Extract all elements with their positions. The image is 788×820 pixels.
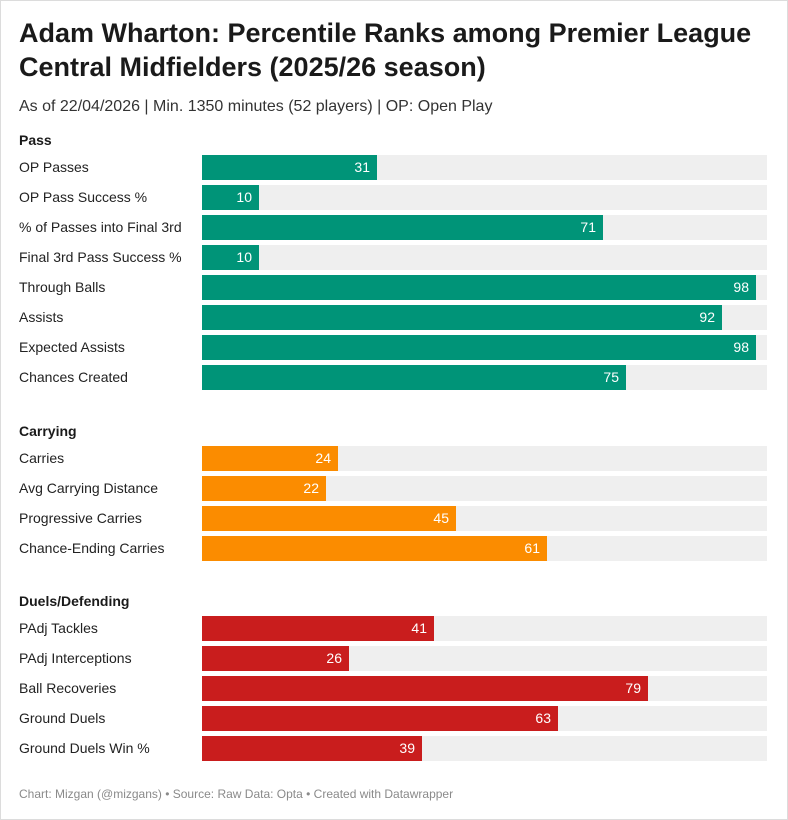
bar-track: 79 [202,676,767,701]
data-label: 10 [236,249,252,265]
data-label: 45 [433,510,449,526]
data-label: 63 [535,710,551,726]
data-label: 39 [399,740,415,756]
chart-footer: Chart: Mizgan (@mizgans) • Source: Raw D… [19,787,454,801]
data-label: 24 [315,450,331,466]
data-label: 98 [733,279,749,295]
category-label: Final 3rd Pass Success % [19,249,182,265]
category-label: Avg Carrying Distance [19,480,159,496]
bar-row: PAdj Interceptions 26 [0,646,788,671]
category-label: Ground Duels Win % [19,740,150,756]
category-label: Ground Duels [19,710,106,726]
bar-row: % of Passes into Final 3rd 71 [0,215,788,240]
bar: 63 [202,706,558,731]
data-label: 41 [411,620,427,636]
bar-track: 10 [202,185,767,210]
bar-row: Chances Created 75 [0,365,788,390]
bar-row: Assists 92 [0,305,788,330]
bar-row: Through Balls 98 [0,275,788,300]
bar-track: 92 [202,305,767,330]
bar-track: 45 [202,506,767,531]
bar-track: 31 [202,155,767,180]
bar: 98 [202,335,756,360]
bar-row: OP Passes 31 [0,155,788,180]
bar-row: PAdj Tackles 41 [0,616,788,641]
chart-subtitle: As of 22/04/2026 | Min. 1350 minutes (52… [19,98,493,115]
bar: 26 [202,646,349,671]
bar-row: Chance-Ending Carries 61 [0,536,788,561]
bar: 61 [202,536,547,561]
data-label: 79 [625,680,641,696]
bar-row: Final 3rd Pass Success % 10 [0,245,788,270]
category-label: Chance-Ending Carries [19,540,165,556]
category-label: Progressive Carries [19,510,142,526]
bar-track: 98 [202,335,767,360]
category-label: PAdj Interceptions [19,650,132,666]
data-label: 75 [603,369,619,385]
data-label: 71 [580,219,596,235]
bar-row: Ground Duels 63 [0,706,788,731]
bar: 45 [202,506,456,531]
bar-track: 61 [202,536,767,561]
bar-track: 24 [202,446,767,471]
bar: 41 [202,616,434,641]
bar-track: 26 [202,646,767,671]
bar: 31 [202,155,377,180]
bar: 79 [202,676,648,701]
category-label: Expected Assists [19,339,125,355]
data-label: 10 [236,189,252,205]
data-label: 61 [524,540,540,556]
chart-title: Adam Wharton: Percentile Ranks among Pre… [19,18,752,82]
group-title: Carrying [19,423,77,439]
bar: 92 [202,305,722,330]
bar-row: Progressive Carries 45 [0,506,788,531]
category-label: Ball Recoveries [19,680,117,696]
bar: 10 [202,245,259,270]
category-label: Chances Created [19,369,128,385]
category-label: Assists [19,309,64,325]
bar-track: 22 [202,476,767,501]
bar-row: Avg Carrying Distance 22 [0,476,788,501]
data-label: 92 [699,309,715,325]
category-label: OP Pass Success % [19,189,148,205]
category-label: OP Passes [19,159,89,175]
bar-track: 75 [202,365,767,390]
group-title: Duels/Defending [19,593,130,609]
bar-track: 41 [202,616,767,641]
bar: 98 [202,275,756,300]
bar-track: 98 [202,275,767,300]
category-label: Carries [19,450,65,466]
bar-track: 71 [202,215,767,240]
data-label: 98 [733,339,749,355]
bar-track: 39 [202,736,767,761]
bar: 75 [202,365,626,390]
category-label: Through Balls [19,279,106,295]
bar: 10 [202,185,259,210]
bar-track: 63 [202,706,767,731]
bar-row: Ball Recoveries 79 [0,676,788,701]
bar: 39 [202,736,422,761]
bar-row: Ground Duels Win % 39 [0,736,788,761]
data-label: 26 [326,650,342,666]
group-title: Pass [19,132,52,148]
data-label: 22 [303,480,319,496]
category-label: PAdj Tackles [19,620,98,636]
bar-track: 10 [202,245,767,270]
bar: 24 [202,446,338,471]
bar-row: Expected Assists 98 [0,335,788,360]
bar-row: Carries 24 [0,446,788,471]
bar-row: OP Pass Success % 10 [0,185,788,210]
bar: 71 [202,215,603,240]
category-label: % of Passes into Final 3rd [19,219,182,235]
data-label: 31 [354,159,370,175]
bar: 22 [202,476,326,501]
